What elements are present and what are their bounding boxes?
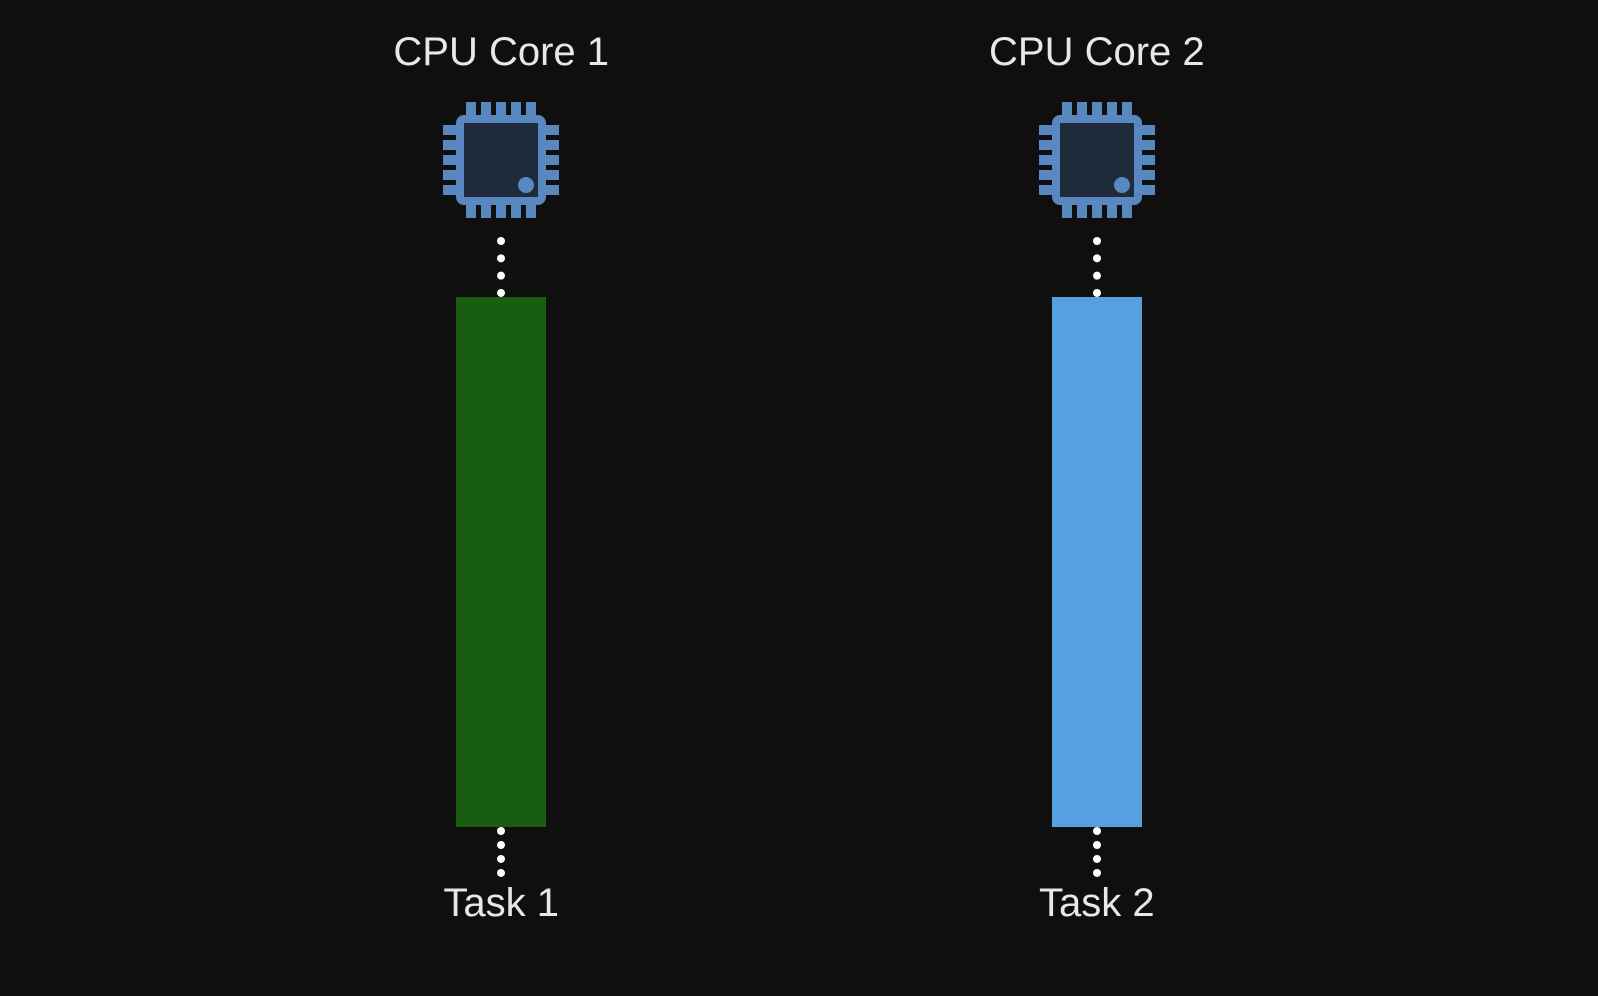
cpu-dot: [518, 177, 534, 193]
cpu-dot: [1114, 177, 1130, 193]
core-2-label: CPU Core 2: [989, 30, 1205, 75]
task-2-label: Task 2: [1039, 881, 1155, 926]
connector-top-2: [1093, 237, 1101, 297]
cpu-chip-icon: [1022, 85, 1172, 235]
task-bar-2: [1052, 297, 1142, 827]
connector-top-1: [497, 237, 505, 297]
task-bar-1: [456, 297, 546, 827]
core-1-label: CPU Core 1: [393, 30, 609, 75]
connector-bottom-1: [497, 827, 505, 877]
cpu-chip-icon: [426, 85, 576, 235]
column-core-2: CPU Core 2: [989, 30, 1205, 926]
connector-bottom-2: [1093, 827, 1101, 877]
cpu-parallel-diagram: CPU Core 1: [393, 30, 1204, 926]
column-core-1: CPU Core 1: [393, 30, 609, 926]
task-1-label: Task 1: [443, 881, 559, 926]
